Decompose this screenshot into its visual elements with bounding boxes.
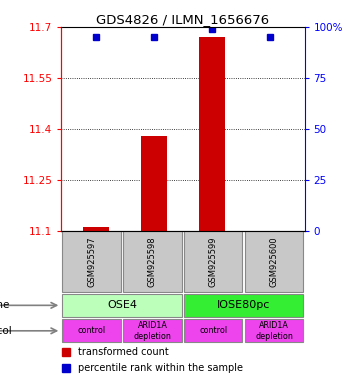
- Text: control: control: [78, 326, 106, 335]
- Text: IOSE80pc: IOSE80pc: [217, 300, 271, 310]
- Bar: [123, 319, 182, 342]
- Text: OSE4: OSE4: [107, 300, 137, 310]
- Text: transformed count: transformed count: [78, 347, 169, 357]
- Bar: [123, 231, 182, 292]
- Text: GSM925597: GSM925597: [87, 236, 96, 287]
- Text: protocol: protocol: [0, 326, 12, 336]
- Text: ARID1A
depletion: ARID1A depletion: [134, 321, 172, 341]
- Text: cell line: cell line: [0, 300, 9, 310]
- Text: GSM925599: GSM925599: [209, 237, 218, 287]
- Bar: [199, 37, 225, 231]
- Bar: [62, 294, 182, 317]
- Bar: [245, 319, 303, 342]
- Bar: [141, 136, 167, 231]
- Bar: [62, 231, 121, 292]
- Bar: [184, 319, 243, 342]
- Text: control: control: [199, 326, 228, 335]
- Bar: [245, 231, 303, 292]
- Bar: [62, 319, 121, 342]
- Text: percentile rank within the sample: percentile rank within the sample: [78, 363, 243, 373]
- Bar: [83, 227, 109, 231]
- Title: GDS4826 / ILMN_1656676: GDS4826 / ILMN_1656676: [96, 13, 270, 26]
- Text: ARID1A
depletion: ARID1A depletion: [255, 321, 293, 341]
- Text: GSM925598: GSM925598: [148, 236, 157, 287]
- Bar: [184, 231, 243, 292]
- Bar: [184, 294, 303, 317]
- Text: GSM925600: GSM925600: [270, 236, 279, 287]
